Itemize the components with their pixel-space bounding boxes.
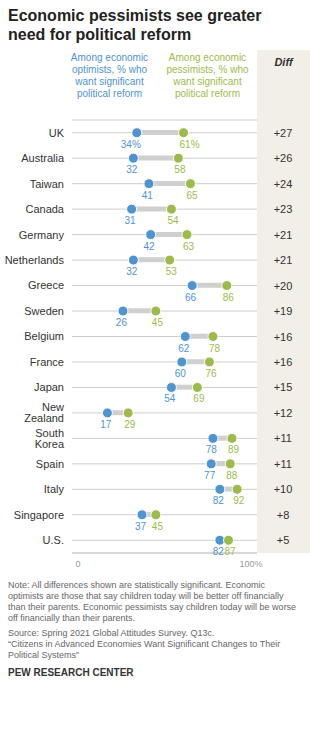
svg-text:45: 45 xyxy=(152,317,164,328)
svg-text:54: 54 xyxy=(167,215,179,226)
svg-text:Germany: Germany xyxy=(19,229,65,241)
svg-text:+24: +24 xyxy=(274,178,293,190)
html-text:Economic pessimists see greate: Economic pessimists see greater need for… xyxy=(8,7,262,43)
svg-text:+23: +23 xyxy=(274,203,293,215)
svg-text:+21: +21 xyxy=(274,229,293,241)
svg-text:41: 41 xyxy=(142,190,154,201)
svg-text:92: 92 xyxy=(233,495,245,506)
svg-text:29: 29 xyxy=(124,419,136,430)
svg-text:+12: +12 xyxy=(274,407,293,419)
html-text:Diff: Diff xyxy=(274,56,293,68)
svg-text:32: 32 xyxy=(126,266,138,277)
svg-text:France: France xyxy=(30,356,64,368)
svg-text:+26: +26 xyxy=(274,152,293,164)
svg-text:89: 89 xyxy=(228,444,240,455)
svg-text:UK: UK xyxy=(49,127,65,139)
svg-text:88: 88 xyxy=(226,470,238,481)
svg-text:+21: +21 xyxy=(274,254,293,266)
svg-text:82: 82 xyxy=(213,495,225,506)
svg-text:SouthKorea: SouthKorea xyxy=(35,427,65,450)
svg-text:+16: +16 xyxy=(274,331,293,343)
svg-text:53: 53 xyxy=(166,266,178,277)
svg-text:NewZealand: NewZealand xyxy=(24,401,64,424)
svg-text:78: 78 xyxy=(209,343,221,354)
svg-text:+11: +11 xyxy=(274,458,292,470)
svg-text:65: 65 xyxy=(186,190,198,201)
svg-text:+15: +15 xyxy=(274,381,293,393)
svg-text:+16: +16 xyxy=(274,356,293,368)
svg-text:100%: 100% xyxy=(239,559,262,569)
svg-text:69: 69 xyxy=(193,393,205,404)
svg-text:34%: 34% xyxy=(121,139,141,150)
svg-text:Greece: Greece xyxy=(28,279,64,291)
svg-text:61%: 61% xyxy=(180,139,200,150)
svg-text:62: 62 xyxy=(178,343,190,354)
svg-text:26: 26 xyxy=(116,317,128,328)
svg-text:66: 66 xyxy=(185,292,197,303)
svg-text:Spain: Spain xyxy=(36,458,64,470)
html-text:PEW RESEARCH CENTER: PEW RESEARCH CENTER xyxy=(8,667,134,678)
svg-text:+19: +19 xyxy=(274,305,293,317)
svg-text:60: 60 xyxy=(175,368,187,379)
svg-text:54: 54 xyxy=(164,393,176,404)
svg-text:0: 0 xyxy=(75,559,80,569)
svg-text:87: 87 xyxy=(225,546,237,557)
svg-text:Canada: Canada xyxy=(25,203,64,215)
svg-text:82: 82 xyxy=(213,546,225,557)
svg-text:63: 63 xyxy=(183,241,195,252)
svg-text:+10: +10 xyxy=(274,483,293,495)
svg-text:Belgium: Belgium xyxy=(24,330,64,342)
html-text:“Citizens in Advanced Economie: “Citizens in Advanced Economies Want Sig… xyxy=(8,639,281,660)
svg-text:+27: +27 xyxy=(274,127,293,139)
svg-text:32: 32 xyxy=(126,164,138,175)
svg-text:Italy: Italy xyxy=(44,483,65,495)
html-text:Source: Spring 2021 Global Att: Source: Spring 2021 Global Attitudes Sur… xyxy=(8,628,215,638)
svg-text:58: 58 xyxy=(174,164,186,175)
svg-text:77: 77 xyxy=(204,470,216,481)
svg-text:17: 17 xyxy=(100,419,112,430)
svg-text:31: 31 xyxy=(125,215,137,226)
svg-text:86: 86 xyxy=(223,292,235,303)
svg-text:+20: +20 xyxy=(274,280,293,292)
html-text:Note: All differences shown ar: Note: All differences shown are statisti… xyxy=(8,580,297,623)
svg-text:78: 78 xyxy=(206,444,218,455)
svg-text:U.S.: U.S. xyxy=(43,534,64,546)
svg-text:76: 76 xyxy=(205,368,217,379)
svg-text:37: 37 xyxy=(135,521,147,532)
svg-text:Netherlands: Netherlands xyxy=(8,254,64,266)
svg-text:Australia: Australia xyxy=(21,152,65,164)
svg-text:+11: +11 xyxy=(274,432,292,444)
svg-text:45: 45 xyxy=(152,521,164,532)
svg-text:Singapore: Singapore xyxy=(14,509,64,521)
svg-text:42: 42 xyxy=(144,241,156,252)
html-text:Among economic pessimists, % w: Among economic pessimists, % who want si… xyxy=(166,52,249,99)
svg-text:Sweden: Sweden xyxy=(24,305,64,317)
svg-text:+8: +8 xyxy=(277,509,290,521)
svg-text:Taiwan: Taiwan xyxy=(30,178,64,190)
html-text:Among economic optimists, % wh: Among economic optimists, % who want sig… xyxy=(70,52,149,99)
svg-text:+5: +5 xyxy=(277,534,290,546)
svg-text:Japan: Japan xyxy=(34,381,64,393)
